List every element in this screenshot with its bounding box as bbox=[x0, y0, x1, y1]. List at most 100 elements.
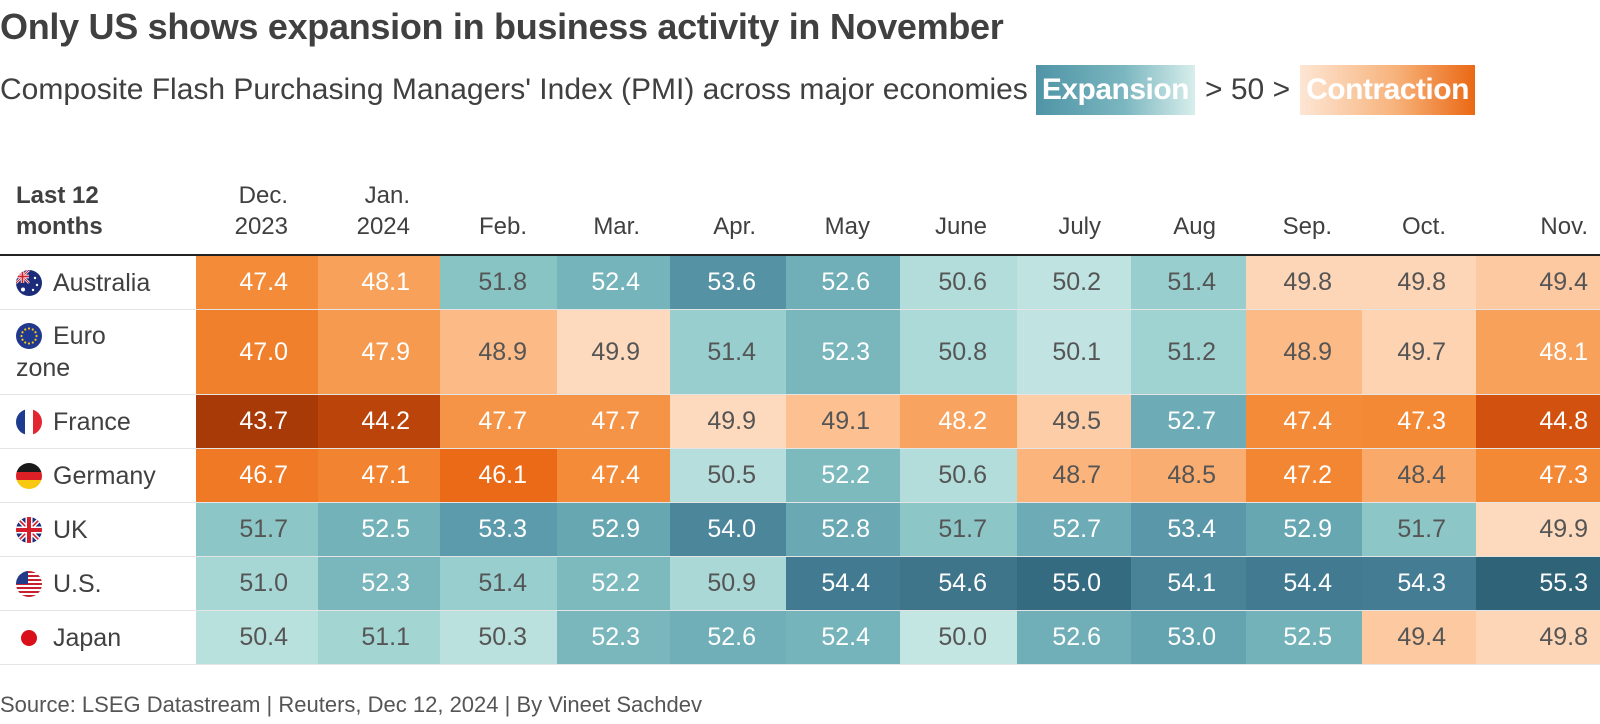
heatmap-cell: 51.8 bbox=[440, 256, 557, 309]
row-label-text: U.S. bbox=[53, 569, 102, 598]
heatmap-cell: 52.4 bbox=[786, 611, 900, 664]
heatmap-cell: 46.1 bbox=[440, 449, 557, 502]
heatmap-cell: 48.9 bbox=[440, 310, 557, 394]
france-flag-icon bbox=[16, 408, 42, 435]
heatmap-cell: 52.6 bbox=[1017, 611, 1131, 664]
column-header: Mar. bbox=[593, 213, 640, 240]
heatmap-cell: 47.4 bbox=[557, 449, 670, 502]
heatmap-cell: 51.4 bbox=[670, 310, 786, 394]
heatmap-cell: 52.3 bbox=[557, 611, 670, 664]
heatmap-cell: 51.0 bbox=[196, 557, 318, 610]
uk-flag-icon bbox=[16, 516, 42, 543]
heatmap-cell: 53.6 bbox=[670, 256, 786, 309]
heatmap-cell: 47.7 bbox=[440, 395, 557, 448]
heatmap-cell: 49.9 bbox=[670, 395, 786, 448]
column-header: Jan. 2024 bbox=[356, 182, 410, 240]
us-flag-icon bbox=[16, 570, 42, 597]
table-body: Australia 47.4 48.1 51.8 52.4 53.6 52.6 50.6 50.… bbox=[0, 256, 1600, 665]
table-row: Australia 47.4 48.1 51.8 52.4 53.6 52.6 50.6 50.… bbox=[0, 256, 1600, 310]
table-header: Last 12 months Dec. 2023 Jan. 2024 Feb. Mar. Ap… bbox=[0, 166, 1600, 256]
table-row: Japan 50.4 51.1 50.3 52.3 52.6 52.4 50.0 52.6 53.… bbox=[0, 611, 1600, 665]
source-note: Source: LSEG Datastream | Reuters, Dec 1… bbox=[0, 692, 702, 717]
heatmap-cell: 44.8 bbox=[1476, 395, 1600, 448]
heatmap-cell: 49.5 bbox=[1017, 395, 1131, 448]
row-label: Euro zone bbox=[16, 310, 196, 394]
heatmap-cell: 49.4 bbox=[1476, 256, 1600, 309]
heatmap-cell: 54.0 bbox=[670, 503, 786, 556]
heatmap-cell: 48.9 bbox=[1246, 310, 1362, 394]
heatmap-cell: 47.7 bbox=[557, 395, 670, 448]
column-header: Apr. bbox=[713, 213, 756, 240]
heatmap-cell: 49.1 bbox=[786, 395, 900, 448]
heatmap-cell: 51.7 bbox=[196, 503, 318, 556]
heatmap-cell: 50.2 bbox=[1017, 256, 1131, 309]
france-flag-icon bbox=[16, 408, 42, 435]
chart-subtitle: Composite Flash Purchasing Managers' Ind… bbox=[0, 73, 1028, 106]
heatmap-cell: 52.9 bbox=[1246, 503, 1362, 556]
heatmap-cell: 52.7 bbox=[1017, 503, 1131, 556]
heatmap-cell: 49.4 bbox=[1362, 611, 1476, 664]
chart-title: Only US shows expansion in business acti… bbox=[0, 6, 1004, 47]
heatmap-cell: 52.5 bbox=[318, 503, 440, 556]
australia-flag-icon bbox=[16, 269, 42, 296]
heatmap-cell: 47.2 bbox=[1246, 449, 1362, 502]
heatmap-cell: 48.1 bbox=[1476, 310, 1600, 394]
heatmap-cell: 47.3 bbox=[1476, 449, 1600, 502]
germany-flag-icon bbox=[16, 462, 42, 489]
heatmap-cell: 47.4 bbox=[196, 256, 318, 309]
heatmap-cell: 49.8 bbox=[1246, 256, 1362, 309]
pmi-heatmap-table: Last 12 months Dec. 2023 Jan. 2024 Feb. Mar. Ap… bbox=[0, 166, 1600, 665]
heatmap-cell: 52.5 bbox=[1246, 611, 1362, 664]
column-header: May bbox=[824, 213, 870, 240]
legend-contraction: Contraction bbox=[1300, 65, 1475, 115]
heatmap-cell: 49.9 bbox=[1476, 503, 1600, 556]
heatmap-cell: 47.0 bbox=[196, 310, 318, 394]
heatmap-cell: 53.4 bbox=[1131, 503, 1246, 556]
uk-flag-icon bbox=[16, 516, 42, 543]
subtitle-row: Composite Flash Purchasing Managers' Ind… bbox=[0, 64, 1475, 116]
heatmap-cell: 53.0 bbox=[1131, 611, 1246, 664]
heatmap-cell: 55.0 bbox=[1017, 557, 1131, 610]
heatmap-cell: 52.9 bbox=[557, 503, 670, 556]
row-label: France bbox=[16, 395, 196, 448]
row-label-text: Japan bbox=[53, 623, 122, 652]
heatmap-cell: 54.3 bbox=[1362, 557, 1476, 610]
heatmap-cell: 50.4 bbox=[196, 611, 318, 664]
eu-flag-icon bbox=[16, 323, 42, 349]
heatmap-cell: 50.0 bbox=[900, 611, 1017, 664]
heatmap-cell: 52.2 bbox=[786, 449, 900, 502]
row-label-text: Euro zone bbox=[16, 322, 106, 382]
germany-flag-icon bbox=[16, 462, 42, 489]
column-header: July bbox=[1058, 213, 1101, 240]
legend-threshold: > 50 > bbox=[1205, 73, 1291, 106]
heatmap-cell: 43.7 bbox=[196, 395, 318, 448]
heatmap-cell: 50.9 bbox=[670, 557, 786, 610]
heatmap-cell: 48.5 bbox=[1131, 449, 1246, 502]
row-label-text: Germany bbox=[53, 461, 156, 490]
heatmap-cell: 54.1 bbox=[1131, 557, 1246, 610]
heatmap-cell: 50.1 bbox=[1017, 310, 1131, 394]
heatmap-cell: 52.3 bbox=[318, 557, 440, 610]
table-row: Germany 46.7 47.1 46.1 47.4 50.5 52.2 50.6 48.7 4… bbox=[0, 449, 1600, 503]
row-label-text: France bbox=[53, 407, 131, 436]
heatmap-cell: 51.4 bbox=[1131, 256, 1246, 309]
heatmap-cell: 50.3 bbox=[440, 611, 557, 664]
row-label-text: UK bbox=[53, 515, 88, 544]
column-header: Oct. bbox=[1401, 213, 1446, 240]
table-row: Euro zone 47.0 47.9 48.9 49.9 51.4 52.3 50.8 50.1… bbox=[0, 310, 1600, 395]
heatmap-cell: 48.1 bbox=[318, 256, 440, 309]
heatmap-cell: 51.7 bbox=[900, 503, 1017, 556]
heatmap-cell: 52.6 bbox=[670, 611, 786, 664]
heatmap-cell: 51.4 bbox=[440, 557, 557, 610]
column-header: Feb. bbox=[478, 213, 527, 240]
japan-flag-icon bbox=[16, 624, 42, 651]
heatmap-cell: 51.1 bbox=[318, 611, 440, 664]
heatmap-cell: 52.2 bbox=[557, 557, 670, 610]
heatmap-cell: 49.8 bbox=[1476, 611, 1600, 664]
heatmap-cell: 47.1 bbox=[318, 449, 440, 502]
heatmap-cell: 47.3 bbox=[1362, 395, 1476, 448]
column-header: Sep. bbox=[1282, 213, 1332, 240]
heatmap-cell: 44.2 bbox=[318, 395, 440, 448]
table-row: France 43.7 44.2 47.7 47.7 49.9 49.1 48.2 49.5 52… bbox=[0, 395, 1600, 449]
heatmap-cell: 52.7 bbox=[1131, 395, 1246, 448]
